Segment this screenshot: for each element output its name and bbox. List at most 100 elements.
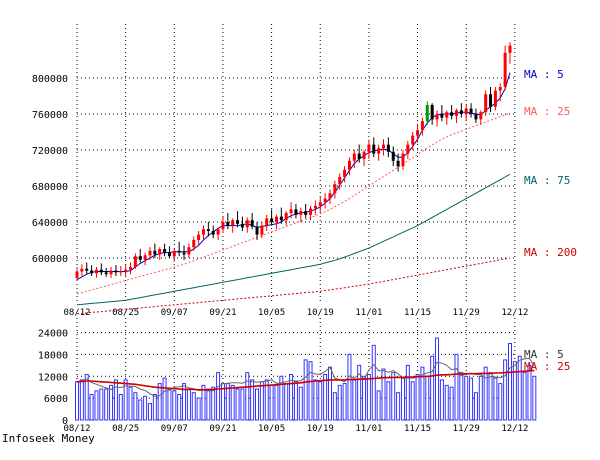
price-candle-body — [357, 153, 361, 159]
price-candle-body — [309, 208, 313, 215]
volume-bar — [522, 372, 527, 421]
volume-bar — [186, 388, 191, 421]
volume-bar — [201, 384, 206, 421]
volume-bar — [250, 379, 255, 421]
price-candle-body — [260, 225, 264, 235]
price-candle-body — [338, 177, 342, 185]
volume-bar — [177, 394, 182, 421]
price-candle-body — [119, 271, 123, 273]
volume-bar — [206, 388, 211, 421]
price-candle-body — [391, 151, 395, 161]
price-candle-body — [377, 148, 381, 154]
price-candle-body — [323, 198, 327, 203]
volume-y-ticks: 0 6000 12000 18000 24000 — [38, 329, 68, 427]
price-candle-body — [445, 112, 449, 118]
volume-bar — [391, 372, 396, 421]
price-candle-body — [124, 269, 128, 272]
volume-bar — [357, 364, 362, 421]
volume-bar — [94, 390, 99, 421]
price-candle-body — [138, 256, 142, 260]
volume-bar — [289, 373, 294, 421]
price-x-ticks: 08/12 08/25 09/07 09/21 10/05 10/19 11/01 11/15… — [63, 308, 528, 318]
volume-bar — [532, 375, 537, 421]
volume-bar — [449, 386, 454, 421]
volume-bar — [133, 392, 138, 421]
price-legend: MA : 5 MA : 25 MA : 75 MA : 200 — [524, 68, 577, 259]
volume-bar — [240, 388, 245, 421]
volume-x-tick-label: 08/12 — [63, 424, 90, 434]
volume-bar — [425, 375, 430, 421]
price-y-tick-label: 680000 — [32, 182, 68, 193]
price-candle-body — [362, 151, 366, 159]
price-candle-body — [367, 144, 371, 152]
price-x-tick-label: 11/29 — [453, 308, 480, 318]
volume-bar — [527, 364, 532, 421]
price-grid — [76, 24, 516, 303]
price-candle-body — [99, 269, 103, 273]
price-candle-body — [236, 220, 240, 224]
volume-bar — [342, 383, 347, 421]
volume-bar — [469, 377, 474, 421]
price-candle-body — [187, 247, 191, 255]
volume-bar — [473, 392, 478, 421]
volume-bar — [264, 379, 269, 421]
price-candle-body — [411, 135, 415, 145]
price-candle-body — [440, 114, 444, 118]
price-x-tick-label: 08/12 — [63, 308, 90, 318]
price-ma-line — [76, 257, 511, 315]
price-candle-body — [416, 130, 420, 136]
price-candle-body — [328, 193, 332, 199]
price-candle-body — [143, 255, 147, 260]
price-candle-body — [343, 169, 347, 177]
volume-bar — [332, 392, 337, 421]
volume-bar — [109, 384, 114, 421]
price-candles — [75, 42, 512, 281]
volume-y-tick-label: 0 — [62, 416, 68, 427]
price-candle-body — [167, 252, 171, 257]
price-legend-label: MA : 200 — [524, 246, 577, 259]
volume-bar — [488, 372, 493, 421]
volume-bar — [405, 364, 410, 421]
volume-bar — [147, 403, 152, 421]
price-candle-body — [172, 250, 176, 257]
price-candle-body — [279, 216, 283, 221]
volume-bar — [211, 386, 216, 421]
price-candle-body — [255, 226, 259, 235]
volume-bar — [128, 386, 133, 421]
volume-x-tick-label: 08/25 — [112, 424, 139, 434]
price-candle-body — [386, 144, 390, 152]
price-candle-body — [459, 110, 463, 114]
price-x-tick-label: 12/12 — [501, 308, 528, 318]
volume-bar — [104, 388, 109, 421]
price-candle-body — [333, 184, 337, 194]
volume-bar — [498, 383, 503, 421]
volume-bar — [439, 379, 444, 421]
volume-y-tick-label: 12000 — [38, 372, 68, 383]
price-candle-body — [80, 268, 84, 272]
price-candle-body — [284, 213, 288, 221]
credit-label: Infoseek Money — [2, 432, 95, 445]
volume-bar — [255, 388, 260, 421]
volume-bar — [79, 379, 84, 421]
price-legend-label: MA : 25 — [524, 105, 570, 118]
price-candle-body — [129, 267, 133, 270]
volume-bar — [172, 390, 177, 421]
volume-bar — [274, 384, 279, 421]
volume-bar — [386, 381, 391, 421]
price-candle-body — [109, 270, 113, 275]
price-candle-body — [250, 220, 254, 227]
price-candle-body — [163, 249, 167, 253]
volume-bar — [245, 372, 250, 421]
volume-bar — [313, 379, 318, 421]
price-candle-body — [493, 90, 497, 107]
price-y-tick-label: 760000 — [32, 110, 68, 121]
price-candle-body — [508, 45, 512, 53]
volume-bar — [138, 399, 143, 421]
volume-y-tick-label: 6000 — [44, 394, 68, 405]
volume-legend: MA : 5MA : 25 — [524, 348, 570, 373]
price-candle-body — [265, 218, 269, 226]
volume-bar — [362, 375, 367, 421]
price-candle-body — [75, 271, 79, 278]
volume-bar — [400, 377, 405, 421]
